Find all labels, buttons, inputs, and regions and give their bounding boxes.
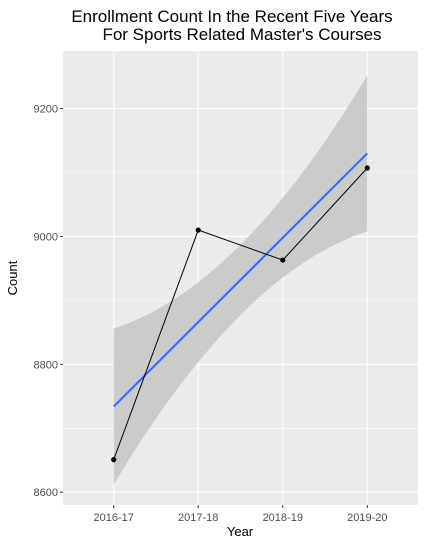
chart-subtitle: For Sports Related Master's Courses [102, 25, 382, 44]
data-point [195, 227, 201, 233]
y-tick-label: 8600 [34, 487, 58, 499]
x-axis-label: Year [227, 524, 254, 539]
y-tick-label: 8800 [34, 359, 58, 371]
y-axis-ticks: 8600 8800 9000 9200 [34, 104, 63, 499]
y-tick-label: 9200 [34, 104, 58, 116]
data-point [280, 257, 286, 263]
x-tick-label: 2019-20 [347, 512, 387, 524]
x-tick-label: 2017-18 [178, 512, 218, 524]
y-tick-label: 9000 [34, 231, 58, 243]
trend-line [113, 152, 368, 408]
data-point [364, 165, 370, 171]
data-points [111, 165, 370, 463]
data-point [111, 457, 117, 463]
x-tick-label: 2016-17 [94, 512, 134, 524]
chart-title: Enrollment Count In the Recent Five Year… [71, 7, 393, 26]
series-line [113, 167, 368, 460]
y-axis-label: Count [5, 260, 20, 295]
x-axis-ticks: 2016-17 2017-18 2018-19 2019-20 [94, 505, 387, 524]
x-tick-label: 2018-19 [263, 512, 303, 524]
